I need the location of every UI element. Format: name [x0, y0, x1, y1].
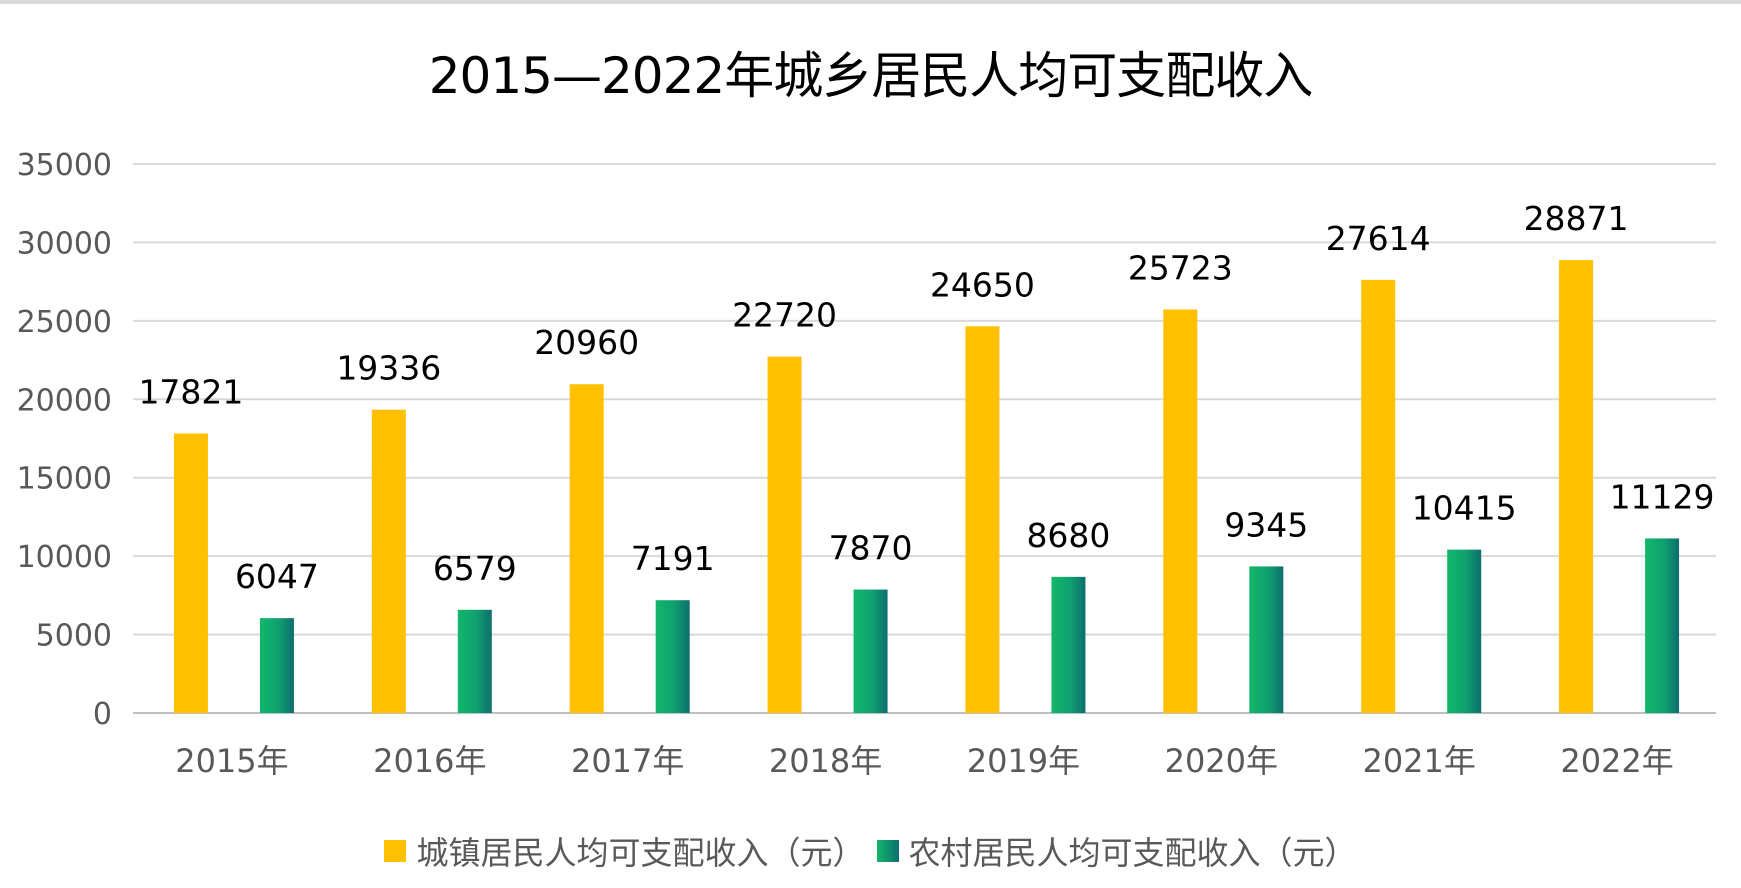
legend-item-rural: 农村居民人均可支配收入（元）: [876, 828, 1357, 874]
data-label-urban: 20960: [534, 323, 639, 362]
bar-rural: [1447, 549, 1482, 713]
legend: 城镇居民人均可支配收入（元） 农村居民人均可支配收入（元）: [0, 828, 1741, 874]
data-label-urban: 22720: [732, 296, 837, 335]
bar-rural: [457, 609, 492, 713]
legend-item-urban: 城镇居民人均可支配收入（元）: [384, 828, 865, 874]
y-tick-label: 25000: [17, 305, 112, 340]
data-label-urban: 17821: [138, 372, 243, 411]
bar-rural: [259, 618, 294, 713]
y-tick-label: 35000: [17, 148, 112, 183]
x-tick-label: 2021年: [1362, 742, 1475, 780]
bar-urban: [1361, 279, 1396, 713]
bar-urban: [965, 326, 1000, 713]
legend-swatch-urban: [384, 840, 407, 862]
bar-urban: [1559, 260, 1594, 713]
data-label-rural: 6579: [433, 549, 517, 588]
x-tick-label: 2022年: [1560, 742, 1673, 780]
data-label-rural: 6047: [235, 557, 319, 596]
y-tick-label: 0: [93, 697, 112, 732]
y-tick-label: 20000: [17, 383, 112, 418]
bar-rural: [1051, 576, 1086, 713]
x-tick-label: 2018年: [769, 742, 882, 780]
data-label-rural: 11129: [1610, 477, 1715, 516]
y-tick-label: 15000: [17, 462, 112, 497]
bar-rural: [655, 600, 690, 713]
data-label-rural: 8680: [1026, 516, 1110, 555]
bar-rural: [1645, 538, 1680, 713]
x-tick-label: 2019年: [967, 742, 1080, 780]
x-tick-label: 2017年: [571, 742, 684, 780]
legend-swatch-rural: [876, 840, 899, 862]
bar-urban: [173, 433, 208, 713]
data-label-rural: 9345: [1224, 505, 1308, 544]
legend-label-rural: 农村居民人均可支配收入（元）: [908, 834, 1357, 872]
legend-label-urban: 城镇居民人均可支配收入（元）: [416, 834, 865, 872]
data-label-urban: 27614: [1326, 219, 1431, 258]
x-tick-label: 2016年: [373, 742, 486, 780]
data-label-rural: 7191: [631, 539, 715, 578]
y-tick-label: 30000: [17, 226, 112, 261]
data-label-urban: 25723: [1128, 249, 1233, 288]
chart-title: 2015—2022年城乡居民人均可支配收入: [428, 47, 1314, 105]
data-label-rural: 7870: [829, 529, 913, 568]
x-tick-label: 2015年: [175, 742, 288, 780]
y-tick-label: 10000: [17, 540, 112, 575]
top-border: [0, 0, 1741, 4]
bar-urban: [767, 356, 802, 713]
bar-urban: [371, 409, 406, 713]
data-label-urban: 24650: [930, 265, 1035, 304]
data-label-urban: 19336: [336, 349, 441, 388]
data-label-rural: 10415: [1412, 489, 1517, 528]
bar-rural: [1249, 566, 1284, 713]
bar-urban: [1163, 309, 1198, 713]
x-tick-label: 2020年: [1165, 742, 1278, 780]
bar-rural: [853, 589, 888, 713]
y-tick-label: 5000: [36, 619, 112, 654]
data-label-urban: 28871: [1524, 199, 1629, 238]
bar-urban: [569, 384, 604, 713]
